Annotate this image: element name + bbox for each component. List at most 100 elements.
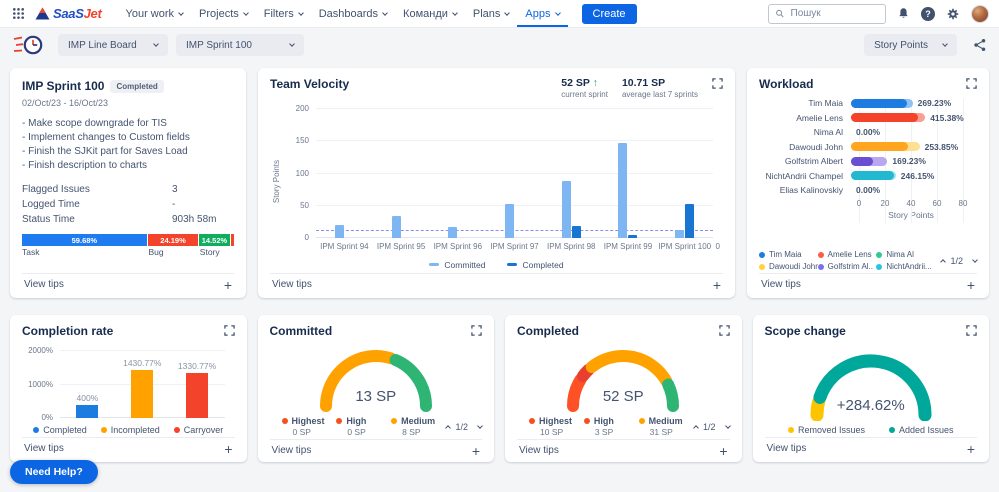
stat-value: 3	[172, 184, 178, 195]
chevron-up-icon[interactable]	[445, 424, 452, 431]
view-tips-row[interactable]: View tips +	[764, 437, 977, 458]
view-tips-row[interactable]: View tips +	[517, 439, 730, 460]
x-tick-label: 0	[856, 198, 862, 208]
chevron-down-icon[interactable]	[724, 422, 731, 429]
stat-value: -	[172, 199, 176, 210]
x-tick-label: 80	[958, 198, 968, 208]
bar-value-label: 1330.77%	[177, 361, 217, 372]
legend-item-committed: Committed	[429, 260, 485, 270]
legend-pagination[interactable]: 1/2	[441, 422, 483, 432]
view-tips-row[interactable]: View tips +	[22, 273, 234, 294]
create-button[interactable]: Create	[581, 3, 637, 24]
completion-rate-chart: 0% 1000% 2000% 400% 1430.77% 1330.77%	[22, 338, 235, 422]
workload-percent-label: 246.15%	[900, 170, 935, 181]
view-tips-label[interactable]: View tips	[519, 445, 559, 456]
view-tips-label[interactable]: View tips	[766, 443, 807, 454]
velocity-bar-completed	[685, 204, 695, 238]
expand-icon[interactable]	[718, 324, 730, 336]
add-icon[interactable]: +	[224, 440, 233, 457]
gauge-segment	[662, 378, 680, 412]
sprint-dropdown[interactable]: IMP Sprint 100	[176, 34, 304, 56]
velocity-bar-committed	[675, 229, 685, 238]
expand-icon[interactable]	[966, 77, 977, 89]
view-tips-label[interactable]: View tips	[24, 279, 64, 290]
share-icon[interactable]	[973, 38, 987, 52]
legend-item-completed: Completed	[33, 425, 87, 435]
expand-icon[interactable]	[966, 324, 977, 336]
assignee-name: Amelie Lens	[796, 112, 843, 123]
add-icon[interactable]: +	[966, 276, 975, 293]
chevron-down-icon[interactable]	[477, 422, 483, 429]
stat-label: Status Time	[22, 214, 75, 225]
view-tips-row[interactable]: View tips +	[269, 439, 482, 460]
gauge-segment	[585, 350, 673, 387]
legend-item-title: Highest	[529, 416, 584, 426]
add-icon[interactable]: +	[712, 276, 721, 293]
settings-gear-icon[interactable]	[946, 7, 960, 21]
add-icon[interactable]: +	[223, 276, 232, 293]
search-input[interactable]	[788, 7, 879, 20]
legend-value: 0 SP	[292, 427, 311, 437]
workload-chart: Tim Maia 269.23% Amelie Lens 415.38% Nima Al…	[759, 96, 977, 246]
legend-pagination[interactable]: 1/2	[936, 256, 978, 266]
nav-item-plans[interactable]: Plans	[465, 0, 518, 27]
nav-item-your-work[interactable]: Your work	[118, 0, 192, 27]
add-icon[interactable]: +	[719, 442, 728, 459]
notifications-bell-icon[interactable]	[897, 7, 910, 20]
help-icon[interactable]: ?	[921, 6, 935, 21]
issue-type-segment: 14.52%	[199, 234, 230, 246]
x-tick-label: 40	[906, 198, 916, 208]
view-tips-label[interactable]: View tips	[271, 445, 312, 456]
view-tips-row[interactable]: View tips +	[270, 273, 723, 294]
user-avatar[interactable]	[971, 4, 989, 23]
chevron-down-icon[interactable]	[972, 256, 978, 263]
need-help-button[interactable]: Need Help?	[10, 460, 98, 484]
nav-item-apps[interactable]: Apps	[517, 0, 567, 27]
saasjet-logo[interactable]: SaaSJet	[35, 6, 102, 21]
workload-track: 415.38%	[851, 113, 964, 123]
view-tips-label[interactable]: View tips	[272, 279, 312, 290]
legend-dot	[100, 426, 107, 433]
nav-item-projects[interactable]: Projects	[191, 0, 256, 27]
expand-icon[interactable]	[712, 77, 723, 89]
chevron-up-icon[interactable]	[693, 424, 699, 431]
gauge-segment	[389, 354, 432, 412]
sprint-status-badge: Completed	[110, 80, 164, 93]
sprint-goal: - Finish the SJKit part for Saves Load	[22, 146, 188, 157]
chevron-down-icon	[289, 41, 295, 47]
workload-track: 253.85%	[851, 142, 963, 152]
chevron-down-icon	[504, 9, 511, 16]
sprint-stat-row: Flagged Issues 3	[22, 182, 234, 197]
velocity-bar-completed	[571, 226, 581, 238]
view-tips-row[interactable]: View tips +	[22, 437, 235, 458]
view-tips-row[interactable]: View tips +	[759, 273, 977, 294]
legend-pagination[interactable]: 1/2	[689, 422, 731, 432]
logo-text-saas: SaaS	[53, 6, 84, 21]
velocity-bar-group	[486, 109, 543, 238]
x-axis-title: Story Points	[888, 209, 934, 220]
gridline	[60, 350, 225, 351]
y-tick-label: 150	[295, 136, 309, 146]
add-icon[interactable]: +	[966, 440, 975, 457]
team-velocity-card: Team Velocity 52 SP ↑ current sprint 10.…	[258, 68, 735, 298]
add-icon[interactable]: +	[471, 442, 480, 459]
nav-item-dashboards[interactable]: Dashboards	[311, 0, 395, 27]
completion-legend: Completed Incompleted Carryover	[22, 422, 235, 437]
board-dropdown[interactable]: IMP Line Board	[58, 34, 168, 56]
velocity-plot-area: 0 50 100 150 200 IPM Sprint 94 IPM Sprint 95 IP…	[296, 104, 720, 251]
nav-item-filters[interactable]: Filters	[256, 0, 311, 27]
committed-card: Committed 13 SP Highest 0 SP High 0 SP Mediu…	[257, 315, 494, 462]
unit-dropdown[interactable]: Story Points	[864, 34, 957, 56]
expand-icon[interactable]	[223, 324, 235, 336]
chevron-up-icon[interactable]	[940, 258, 947, 265]
app-switcher-icon[interactable]	[10, 5, 27, 22]
x-axis-labels: 0 20 40 60 80	[856, 198, 968, 209]
legend-item-medium: Medium 31 SP	[638, 416, 694, 437]
sprint-goal: - Make scope downgrade for TIS	[22, 118, 167, 129]
view-tips-label[interactable]: View tips	[761, 279, 801, 290]
current-sprint-value: 52 SP	[561, 77, 590, 89]
expand-icon[interactable]	[471, 324, 482, 336]
chevron-down-icon	[153, 41, 159, 47]
nav-item-команди[interactable]: Команди	[395, 0, 465, 27]
view-tips-label[interactable]: View tips	[24, 443, 64, 454]
